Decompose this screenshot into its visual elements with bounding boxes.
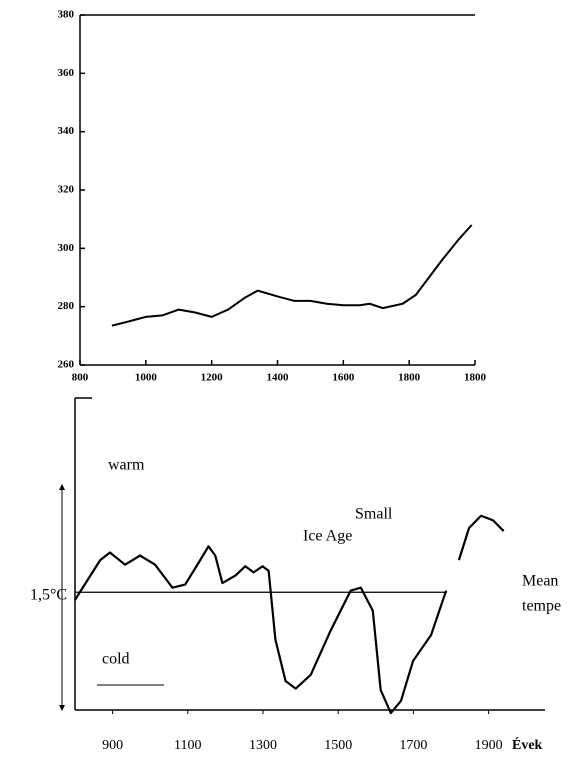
bottom-frame: [59, 397, 545, 711]
y-tick-label: 280: [58, 300, 75, 312]
x-tick-label: 1400: [267, 372, 290, 384]
y-tick-label: 300: [58, 242, 75, 254]
line: [111, 224, 473, 327]
y-tick-label: 360: [58, 67, 75, 79]
x-tick-label: 1800: [398, 372, 421, 384]
x-tick-label: 800: [72, 372, 89, 384]
annotation: Ice Age: [303, 528, 352, 545]
annotation: tempe: [522, 598, 561, 615]
annotation: warm: [108, 457, 145, 474]
annotation: Small: [355, 506, 393, 523]
x-tick-label: 1800: [464, 372, 487, 384]
y-tick-label: 320: [58, 184, 75, 196]
annotation: Mean: [522, 573, 558, 590]
y-tick-label: 380: [58, 9, 75, 21]
x-tick-label: 900: [102, 738, 123, 753]
x-tick-label: 1600: [332, 372, 355, 384]
x-tick-label: 1100: [174, 738, 201, 753]
x-tick-label: 1000: [135, 372, 158, 384]
line: [74, 545, 448, 715]
annotation: cold: [102, 651, 130, 668]
x-tick-label: 1900: [475, 738, 503, 753]
annotation: 1,5°C: [30, 587, 67, 604]
x-tick-label: 1500: [324, 738, 352, 753]
x-tick-label: 1200: [201, 372, 224, 384]
x-tick-label: 1300: [249, 738, 277, 753]
x-tick-label: 1700: [399, 738, 427, 753]
x-axis-label: Évek: [512, 736, 543, 753]
y-tick-label: 260: [58, 359, 75, 371]
top-frame: [79, 14, 475, 366]
line: [457, 514, 505, 561]
y-tick-label: 340: [58, 125, 75, 137]
